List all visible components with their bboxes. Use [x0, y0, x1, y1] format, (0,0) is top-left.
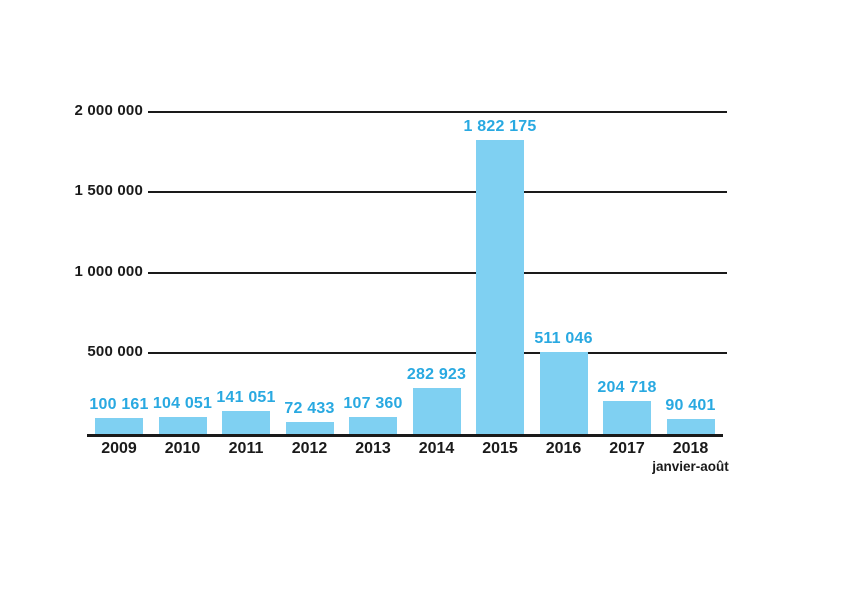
- bar-value-label: 204 718: [597, 378, 657, 396]
- bar-value-label: 104 051: [152, 395, 213, 413]
- bar: [95, 417, 143, 434]
- bar: [222, 411, 270, 434]
- bar: [285, 422, 334, 434]
- x-axis-label: 2012: [291, 440, 328, 457]
- bar: [603, 400, 651, 434]
- bar: [349, 416, 397, 434]
- bar: [539, 351, 588, 434]
- x-axis-label: 2011: [228, 440, 264, 457]
- x-axis-label: 2015: [482, 440, 518, 457]
- x-axis-label: 2016: [545, 440, 582, 457]
- gridline: [148, 271, 727, 274]
- bar-value-label: 100 161: [89, 395, 149, 413]
- x-axis-label: 2013: [355, 440, 391, 457]
- bar: [666, 419, 715, 434]
- x-axis-label: 2009: [101, 440, 137, 457]
- bar-value-label: 141 051: [216, 389, 276, 407]
- x-axis-label: 2010: [164, 440, 201, 457]
- bar-value-label: 511 046: [534, 329, 593, 347]
- gridline: [148, 110, 727, 113]
- y-tick-label: 2 000 000: [74, 101, 143, 119]
- y-tick-label: 500 000: [87, 343, 143, 361]
- x-axis-line: [87, 434, 723, 437]
- gridline: [148, 191, 727, 194]
- x-axis-label: 2014: [418, 440, 455, 457]
- x-axis-label: 2018: [672, 440, 709, 457]
- bar-value-label: 282 923: [406, 366, 467, 384]
- gridline: [148, 352, 727, 355]
- y-tick-label: 1 000 000: [74, 262, 143, 280]
- x-axis-label: 2017: [609, 440, 645, 457]
- bar-value-label: 107 360: [343, 394, 403, 412]
- bar: [158, 417, 207, 434]
- y-tick-label: 1 500 000: [74, 182, 143, 200]
- bar: [412, 388, 461, 434]
- bar-value-label: 90 401: [665, 397, 716, 415]
- bar-value-label: 1 822 175: [463, 118, 537, 136]
- x-axis-sublabel: janvier-août: [652, 459, 729, 474]
- bar-value-label: 72 433: [284, 400, 335, 418]
- bar: [476, 140, 524, 434]
